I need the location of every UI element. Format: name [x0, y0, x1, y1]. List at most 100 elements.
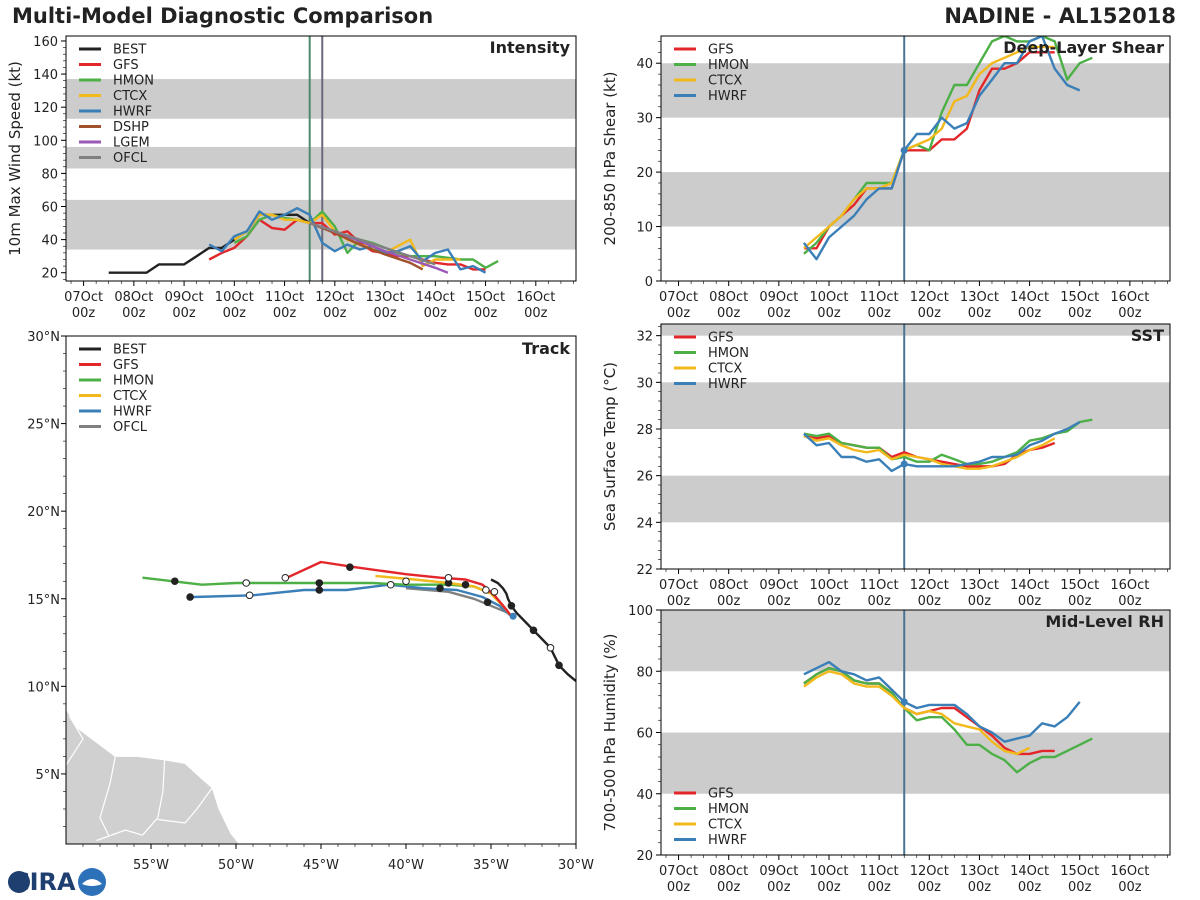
- y-tick-label: 10°N: [27, 680, 60, 695]
- x-tick-day: 07Oct: [659, 578, 698, 593]
- x-tick-day: 09Oct: [759, 290, 798, 305]
- y-tick-label: 30: [636, 112, 653, 127]
- legend-label-best: BEST: [113, 343, 146, 358]
- axes-frame: [660, 323, 1171, 570]
- x-tick-day: 10Oct: [809, 864, 848, 879]
- legend-label-ctcx: CTCX: [708, 74, 742, 89]
- country-border: [66, 715, 84, 766]
- series-line-hmon: [803, 667, 1093, 774]
- track-line-ofcl: [405, 587, 509, 614]
- legend-label-hwrf: HWRF: [113, 405, 152, 420]
- y-tick-label: 40: [636, 788, 653, 803]
- legend-label-ctcx: CTCX: [708, 362, 742, 377]
- country-border: [99, 756, 116, 836]
- x-tick-day: 10Oct: [809, 578, 848, 593]
- x-tick-hour: 00z: [867, 306, 891, 321]
- track-line-gfs: [286, 560, 513, 618]
- x-tick-day: 12Oct: [910, 864, 949, 879]
- country-border: [157, 787, 213, 824]
- x-tick-day: 08Oct: [709, 578, 748, 593]
- x-tick-hour: 00z: [172, 306, 196, 321]
- y-tick-label: 24: [636, 516, 653, 531]
- y-axis-label: 700-500 hPa Humidity (%): [601, 633, 619, 831]
- y-tick-label: 80: [41, 167, 58, 182]
- legend-label-lgem: LGEM: [113, 136, 150, 151]
- legend-label-best: BEST: [113, 43, 146, 58]
- x-tick-label: 50°W: [218, 858, 254, 873]
- track-marker-hmon: [315, 579, 324, 587]
- y-tick-label: 25°N: [27, 418, 60, 433]
- legend-label-hmon: HMON: [113, 74, 154, 89]
- x-tick-hour: 00z: [918, 306, 942, 321]
- logo-text: CIRA: [12, 868, 76, 896]
- y-tick-label: 100: [628, 604, 653, 619]
- country-border: [142, 759, 166, 836]
- x-tick-day: 11Oct: [860, 864, 899, 879]
- legend-label-ofcl: OFCL: [113, 420, 148, 435]
- x-tick-day: 13Oct: [960, 290, 999, 305]
- y-axis-label: 200-850 hPa Shear (kt): [601, 72, 619, 246]
- legend-label-dshp: DSHP: [113, 120, 149, 135]
- y-tick-label: 30: [636, 376, 653, 391]
- series-line-ctcx: [803, 670, 1031, 756]
- legend-label-gfs: GFS: [708, 331, 734, 346]
- series-line-hwrf: [208, 206, 487, 274]
- axes-frame: [660, 35, 1171, 282]
- x-tick-hour: 00z: [767, 306, 791, 321]
- legend-label-gfs: GFS: [113, 358, 139, 373]
- panel-title: Track: [522, 339, 570, 358]
- track-marker-hmon: [461, 580, 470, 589]
- legend-label-hwrf: HWRF: [708, 833, 747, 848]
- x-tick-day: 07Oct: [659, 290, 698, 305]
- x-tick-day: 16Oct: [1110, 864, 1149, 879]
- track-marker-hwrf: [386, 580, 395, 589]
- track-marker-hwrf: [315, 586, 324, 594]
- x-tick-day: 15Oct: [1060, 578, 1099, 593]
- track-marker-hwrf: [245, 591, 254, 600]
- legend-label-ctcx: CTCX: [113, 389, 147, 404]
- x-tick-day: 13Oct: [960, 578, 999, 593]
- y-tick-label: 60: [41, 201, 58, 216]
- shade-band: [661, 172, 1170, 227]
- x-tick-hour: 00z: [717, 880, 741, 895]
- x-tick-hour: 00z: [323, 306, 347, 321]
- x-tick-hour: 00z: [373, 306, 397, 321]
- series-line-hwrf: [802, 36, 1081, 261]
- series-marker-hwrf: [900, 698, 908, 706]
- y-tick-label: 0: [645, 275, 653, 290]
- x-tick-hour: 00z: [817, 880, 841, 895]
- series-line-ctcx: [803, 434, 1056, 470]
- track-marker-best: [555, 661, 563, 670]
- x-tick-day: 15Oct: [466, 290, 505, 305]
- y-tick-label: 140: [33, 68, 58, 83]
- track-marker-ctcx: [402, 577, 410, 586]
- x-tick-label: 35°W: [473, 858, 509, 873]
- x-tick-hour: 00z: [667, 306, 691, 321]
- legend-label-hwrf: HWRF: [708, 89, 747, 104]
- y-tick-label: 30°N: [27, 330, 60, 345]
- x-tick-day: 08Oct: [114, 290, 153, 305]
- y-tick-label: 40: [41, 234, 58, 249]
- track-line-hwrf: [193, 583, 513, 618]
- x-tick-hour: 00z: [1018, 594, 1042, 609]
- track-marker-best: [507, 601, 516, 610]
- x-tick-hour: 00z: [968, 306, 992, 321]
- x-tick-hour: 00z: [223, 306, 247, 321]
- panel-track: 55°W 50°W 45°W 40°W 35°W 30°W 5°N 10°N 15°N 20°N 2…: [27, 330, 594, 873]
- series-marker-hwrf: [900, 460, 908, 468]
- x-tick-day: 07Oct: [64, 290, 103, 305]
- x-tick-hour: 00z: [767, 594, 791, 609]
- x-tick-day: 12Oct: [910, 578, 949, 593]
- x-tick-day: 16Oct: [1110, 578, 1149, 593]
- x-tick-day: 14Oct: [1010, 578, 1049, 593]
- track-marker-gfs: [444, 573, 453, 582]
- x-tick-day: 08Oct: [709, 864, 748, 879]
- panel-intensity: 2040608010012014016007Oct00z08Oct00z09Oc…: [6, 35, 577, 321]
- legend-label-hwrf: HWRF: [708, 377, 747, 392]
- y-tick-label: 20: [636, 849, 653, 864]
- x-tick-day: 10Oct: [809, 290, 848, 305]
- y-tick-label: 15°N: [27, 593, 60, 608]
- x-tick-day: 10Oct: [215, 290, 254, 305]
- x-tick-day: 09Oct: [165, 290, 204, 305]
- x-tick-hour: 00z: [968, 880, 992, 895]
